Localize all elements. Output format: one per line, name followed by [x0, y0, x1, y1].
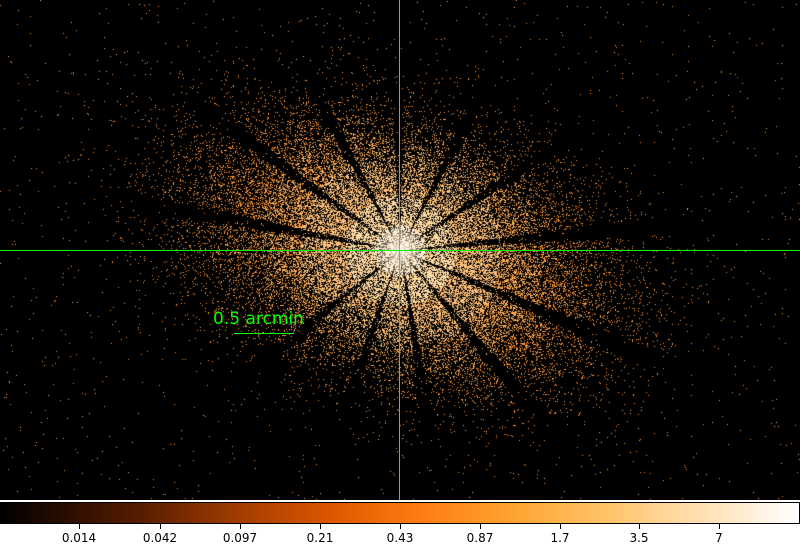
scale-bar — [234, 333, 294, 334]
colorbar-panel: 0.014 0.042 0.097 0.21 0.43 0.87 1.7 3.5 7 — [0, 500, 800, 548]
colorbar-tick — [560, 524, 561, 529]
colorbar-tick-label: 3.5 — [629, 531, 649, 545]
colorbar-tick-label: 0.87 — [466, 531, 494, 545]
image-viewer[interactable]: 0.5 arcmin — [0, 0, 800, 500]
colorbar-tick-label: 0.43 — [386, 531, 414, 545]
crosshair-vertical — [399, 0, 400, 500]
colorbar-tick — [160, 524, 161, 529]
colorbar-tick — [639, 524, 640, 529]
colorbar-tick — [240, 524, 241, 529]
scale-label: 0.5 arcmin — [213, 309, 304, 329]
colorbar-tick-label: 7 — [715, 531, 723, 545]
colorbar-tick — [320, 524, 321, 529]
colorbar-tick-label: 0.21 — [306, 531, 334, 545]
colorbar-tick — [719, 524, 720, 529]
colorbar-tick-label: 0.014 — [61, 531, 97, 545]
colorbar-tick-label: 0.042 — [142, 531, 178, 545]
colorbar-tick — [400, 524, 401, 529]
colorbar-tick-label: 1.7 — [550, 531, 570, 545]
colorbar[interactable] — [0, 502, 800, 524]
colorbar-tick-label: 0.097 — [222, 531, 258, 545]
colorbar-tick — [480, 524, 481, 529]
colorbar-tick — [79, 524, 80, 529]
crosshair-horizontal — [0, 250, 800, 251]
